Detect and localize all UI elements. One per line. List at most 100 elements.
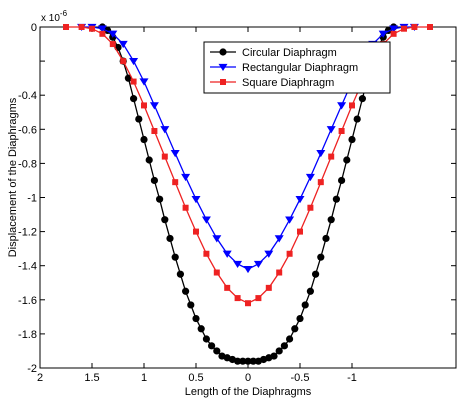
data-point bbox=[276, 269, 283, 276]
data-point bbox=[286, 335, 294, 343]
data-point bbox=[343, 156, 351, 164]
data-point bbox=[140, 135, 148, 144]
data-point bbox=[97, 25, 107, 33]
y-axis-exponent: x 10-6 bbox=[41, 9, 68, 24]
x-tick-label: 2 bbox=[37, 372, 43, 384]
data-point bbox=[212, 235, 222, 243]
data-point bbox=[182, 287, 190, 295]
y-exponent-base: x 10 bbox=[41, 13, 60, 24]
data-point bbox=[220, 79, 226, 85]
data-point bbox=[312, 270, 320, 278]
x-axis-label: Length of the Diaphragms bbox=[185, 386, 312, 398]
data-point bbox=[264, 250, 274, 258]
data-point bbox=[285, 216, 295, 224]
data-point bbox=[275, 347, 283, 355]
data-point bbox=[192, 314, 200, 323]
data-point bbox=[202, 335, 210, 343]
data-point bbox=[243, 265, 253, 274]
x-tick-label: 0 bbox=[245, 372, 251, 384]
data-point bbox=[316, 150, 326, 158]
legend-label: Circular Diaphragm bbox=[242, 47, 337, 59]
data-point bbox=[322, 234, 330, 243]
data-point bbox=[265, 284, 272, 291]
data-point bbox=[317, 179, 324, 186]
data-point bbox=[234, 295, 241, 302]
y-tick-label: -1.6 bbox=[18, 295, 37, 307]
data-point bbox=[239, 357, 247, 365]
y-tick-label: -1 bbox=[27, 193, 37, 205]
data-point bbox=[78, 24, 85, 30]
data-point bbox=[193, 228, 199, 235]
data-point bbox=[291, 325, 299, 333]
data-point bbox=[349, 102, 355, 109]
data-point bbox=[118, 40, 128, 49]
data-point bbox=[234, 357, 242, 365]
data-point bbox=[219, 48, 227, 56]
data-point bbox=[160, 126, 170, 134]
data-point bbox=[172, 179, 179, 186]
data-point bbox=[337, 102, 347, 110]
data-point bbox=[120, 58, 127, 65]
data-point bbox=[295, 196, 305, 204]
data-point bbox=[151, 128, 158, 135]
data-point bbox=[401, 25, 407, 32]
y-tick-label: -1.4 bbox=[18, 261, 37, 273]
data-point bbox=[338, 128, 345, 135]
data-point bbox=[390, 30, 397, 37]
data-point bbox=[411, 24, 418, 30]
y-tick-label: -0.8 bbox=[18, 158, 37, 170]
x-tick-label: 1 bbox=[141, 372, 147, 384]
data-point bbox=[213, 269, 220, 276]
data-point bbox=[109, 41, 116, 48]
data-point bbox=[297, 228, 303, 235]
data-point bbox=[166, 234, 174, 243]
data-point bbox=[149, 102, 159, 110]
data-point bbox=[222, 250, 232, 258]
data-point bbox=[161, 216, 169, 224]
data-point bbox=[338, 176, 346, 185]
data-point bbox=[181, 173, 191, 182]
data-point bbox=[171, 253, 179, 261]
data-point bbox=[161, 153, 168, 160]
data-point bbox=[213, 347, 221, 355]
data-point bbox=[301, 301, 309, 309]
data-point bbox=[139, 78, 149, 86]
data-point bbox=[191, 196, 201, 204]
data-point bbox=[99, 30, 106, 37]
data-point bbox=[348, 135, 356, 144]
data-point bbox=[306, 287, 314, 295]
data-point bbox=[249, 357, 257, 365]
data-point bbox=[89, 25, 95, 32]
data-point bbox=[253, 260, 263, 269]
y-tick-label: -1.8 bbox=[18, 329, 37, 341]
data-point bbox=[208, 342, 216, 350]
data-point bbox=[255, 295, 262, 302]
data-point bbox=[358, 95, 366, 103]
data-point bbox=[307, 204, 314, 211]
data-point bbox=[317, 253, 325, 261]
legend-label: Rectangular Diaphragm bbox=[242, 62, 358, 74]
x-tick-label: 1.5 bbox=[84, 372, 99, 384]
data-point bbox=[130, 78, 137, 85]
data-point bbox=[145, 156, 153, 164]
x-tick-label: -1 bbox=[347, 372, 357, 384]
data-point bbox=[274, 235, 284, 243]
y-tick-label: -1.2 bbox=[18, 227, 37, 239]
data-point bbox=[156, 195, 164, 203]
data-point bbox=[182, 204, 189, 211]
x-tick-label: -0.5 bbox=[291, 372, 310, 384]
data-point bbox=[327, 216, 335, 224]
x-tick-label: 0.5 bbox=[188, 372, 203, 384]
data-point bbox=[326, 126, 336, 134]
data-point bbox=[187, 301, 195, 309]
data-point bbox=[233, 260, 243, 269]
data-point bbox=[218, 63, 228, 72]
data-point bbox=[245, 300, 251, 307]
data-point bbox=[353, 115, 361, 123]
data-point bbox=[224, 284, 231, 291]
data-point bbox=[280, 342, 288, 350]
data-point bbox=[305, 173, 315, 182]
data-point bbox=[135, 115, 143, 123]
y-tick-label: 0 bbox=[31, 22, 37, 34]
